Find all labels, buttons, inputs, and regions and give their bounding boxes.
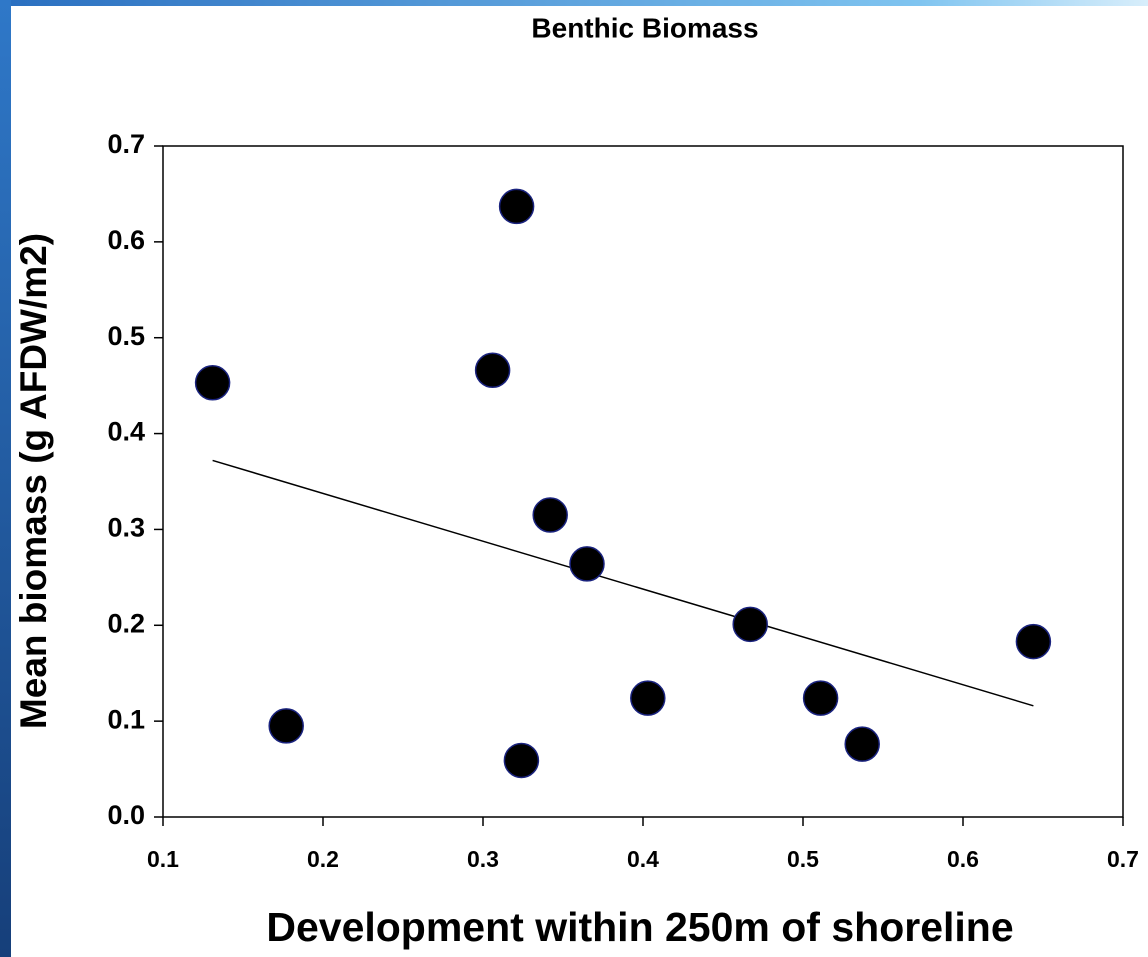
- point: [474, 352, 511, 389]
- y-axis-label: Mean biomass (g AFDW/m2): [13, 233, 54, 729]
- y-tick-label: 0.6: [107, 225, 145, 255]
- x-tick-label: 0.3: [467, 846, 499, 872]
- chart-title: Benthic Biomass: [531, 12, 758, 43]
- slide-top-bar: [0, 0, 1148, 6]
- point: [498, 188, 535, 225]
- y-tick-label: 0.2: [107, 608, 145, 638]
- point: [844, 726, 880, 762]
- y-tick-label: 0.7: [107, 129, 145, 159]
- y-tick-label: 0.5: [107, 321, 145, 351]
- x-tick-label: 0.2: [307, 846, 339, 872]
- x-tick-label: 0.5: [787, 846, 819, 872]
- point: [569, 546, 605, 582]
- point: [532, 497, 568, 533]
- x-axis-label: Development within 250m of shoreline: [266, 904, 1013, 950]
- plot-frame: [162, 145, 1124, 818]
- point: [503, 742, 540, 779]
- x-tick-label: 0.4: [627, 846, 659, 872]
- y-tick-label: 0.4: [107, 417, 145, 447]
- point: [802, 680, 839, 716]
- y-tick-label: 0.3: [107, 513, 145, 543]
- y-tick-label: 0.0: [107, 800, 145, 830]
- point: [194, 365, 231, 401]
- trend-line: [212, 459, 1034, 707]
- point: [732, 606, 768, 643]
- slide-side-bar: [0, 0, 11, 957]
- x-tick-label: 0.1: [147, 846, 179, 872]
- point: [268, 708, 304, 744]
- point: [1015, 623, 1052, 660]
- x-tick-label: 0.7: [1107, 846, 1139, 872]
- point: [630, 680, 666, 716]
- x-tick-label: 0.6: [947, 846, 979, 872]
- y-tick-label: 0.1: [107, 704, 145, 734]
